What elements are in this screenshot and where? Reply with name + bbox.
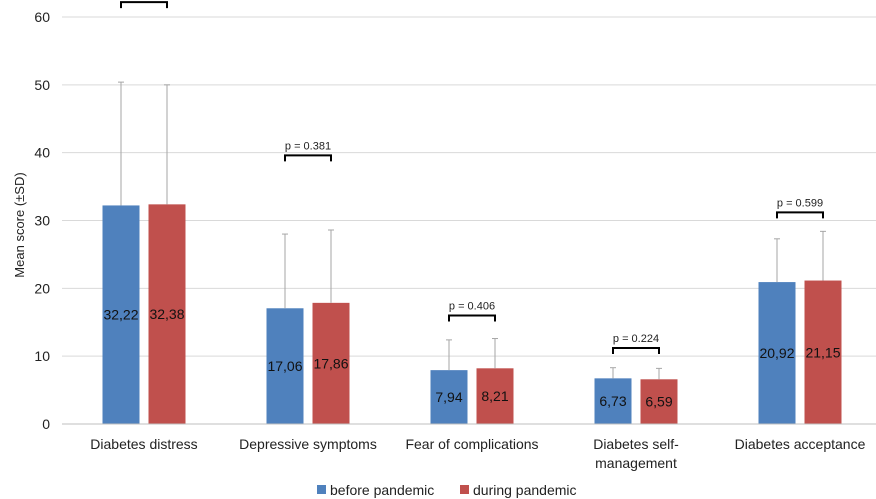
p-value-label: p = 0.224 [613, 333, 659, 345]
bar [312, 302, 350, 424]
data-label: 8,21 [481, 388, 508, 404]
y-axis-ticks: 0 10 20 30 40 50 60 [34, 9, 50, 432]
data-label: 17,86 [313, 355, 348, 371]
bar [476, 368, 514, 424]
legend-swatch-during-pandemic [460, 485, 469, 494]
x-category-label: Diabetes self- [593, 436, 679, 452]
y-tick-label: 30 [34, 213, 50, 229]
data-label: 32,38 [149, 306, 184, 322]
p-bracket [120, 1, 168, 9]
data-label: 17,06 [267, 358, 302, 374]
y-tick-label: 0 [42, 416, 50, 432]
x-category-label: Diabetes acceptance [735, 436, 866, 452]
error-bars [118, 81, 826, 380]
legend-label-before-pandemic: before pandemic [330, 482, 434, 498]
data-label: 21,15 [805, 344, 840, 360]
bar [148, 204, 186, 424]
data-label: 32,22 [103, 307, 138, 323]
bars [102, 204, 842, 424]
p-bracket [284, 154, 332, 162]
y-axis-title: Mean score (±SD) [12, 172, 27, 277]
bar [594, 378, 632, 424]
data-labels: 32,22 32,38 17,06 17,86 7,94 8,21 6,73 6,59 20,9… [103, 306, 840, 409]
x-category-label: management [595, 455, 677, 471]
p-bracket [448, 314, 496, 322]
bar [266, 308, 304, 424]
data-label: 7,94 [435, 389, 462, 405]
legend-swatch-before-pandemic [317, 485, 326, 494]
bar [804, 280, 842, 424]
bar [430, 370, 468, 424]
data-label: 6,59 [645, 394, 672, 410]
bar [640, 379, 678, 424]
p-bracket [776, 211, 824, 219]
gridlines [62, 16, 876, 357]
p-value-label: p = 0.406 [449, 300, 495, 312]
bar [758, 282, 796, 424]
x-category-label: Diabetes distress [90, 436, 197, 452]
data-label: 20,92 [759, 345, 794, 361]
bar [102, 205, 140, 424]
y-tick-label: 60 [34, 9, 50, 25]
data-label: 6,73 [599, 393, 626, 409]
x-category-label: Fear of complications [405, 436, 538, 452]
y-tick-label: 10 [34, 348, 50, 364]
y-tick-label: 40 [34, 145, 50, 161]
p-value-label: p = 0.381 [285, 140, 331, 152]
y-tick-label: 20 [34, 280, 50, 296]
legend-label-during-pandemic: during pandemic [473, 482, 577, 498]
legend: before pandemic during pandemic [317, 482, 577, 498]
category-labels: Diabetes distress Depressive symptoms Fear… [90, 436, 865, 471]
x-category-label: Depressive symptoms [239, 436, 377, 452]
y-tick-label: 50 [34, 77, 50, 93]
p-value-label: p = 0.599 [777, 197, 823, 209]
p-bracket [612, 347, 660, 355]
